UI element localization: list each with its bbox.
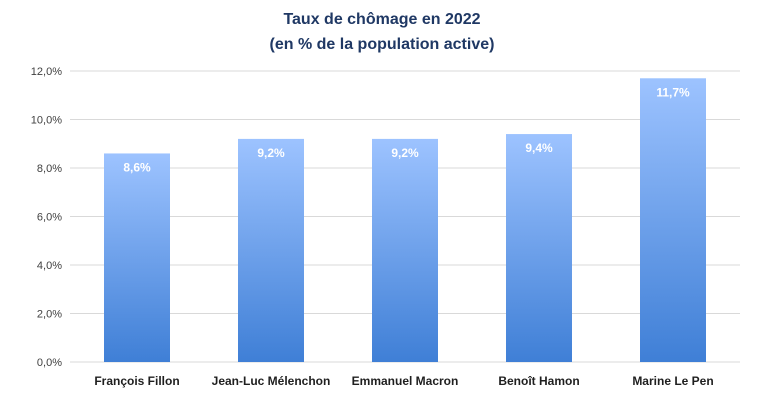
category-label: Emmanuel Macron <box>352 374 459 388</box>
category-label: Jean-Luc Mélenchon <box>212 374 331 388</box>
y-tick-label: 2,0% <box>37 309 62 321</box>
bar <box>506 134 572 362</box>
bars <box>104 78 706 363</box>
bar <box>372 138 438 362</box>
category-labels: François Fillon Jean-Luc Mélenchon Emmanue… <box>94 374 713 388</box>
y-tick-label: 6,0% <box>37 212 62 224</box>
data-label: 8,6% <box>123 160 151 174</box>
data-label: 9,2% <box>257 146 285 160</box>
category-label: François Fillon <box>94 374 179 388</box>
y-tick-label: 8,0% <box>37 163 62 175</box>
y-tick-label: 4,0% <box>37 260 62 272</box>
y-tick-label: 0,0% <box>37 357 62 369</box>
data-label: 11,7% <box>656 85 690 99</box>
data-label: 9,4% <box>525 141 553 155</box>
chart-title-line-1: Taux de chômage en 2022 <box>283 11 480 28</box>
y-tick-label: 10,0% <box>31 115 62 127</box>
data-label: 9,2% <box>391 146 419 160</box>
bar <box>640 78 706 363</box>
chart-title-line-2: (en % de la population active) <box>270 36 495 53</box>
category-label: Marine Le Pen <box>632 374 713 388</box>
y-axis-ticks: 0,0% 2,0% 4,0% 6,0% 8,0% 10,0% 12,0% <box>31 66 62 369</box>
bar <box>104 153 170 362</box>
data-labels: 8,6% 9,2% 9,2% 9,4% 11,7% <box>123 85 690 174</box>
bar <box>238 138 304 362</box>
y-tick-label: 12,0% <box>31 66 62 78</box>
category-label: Benoît Hamon <box>498 374 579 388</box>
